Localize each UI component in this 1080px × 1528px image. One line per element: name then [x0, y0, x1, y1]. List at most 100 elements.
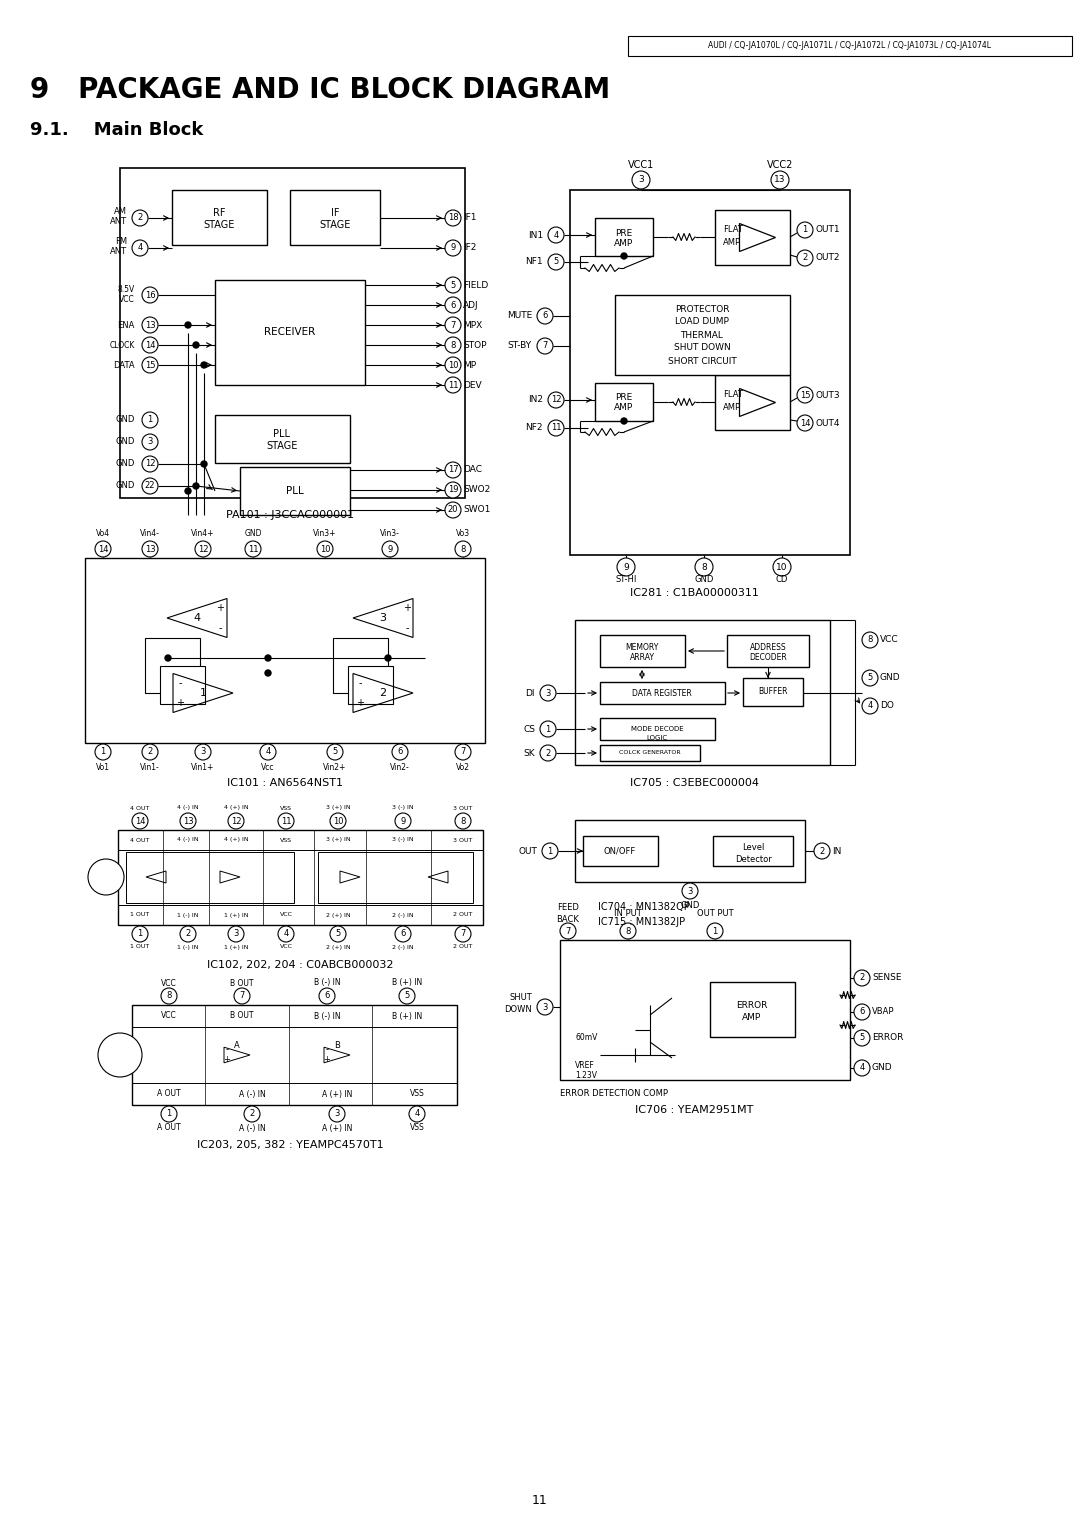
Text: IC281 : C1BA00000311: IC281 : C1BA00000311 — [630, 588, 758, 597]
Text: SWO1: SWO1 — [463, 506, 490, 515]
Circle shape — [201, 362, 207, 368]
Bar — [595, 384, 653, 422]
Circle shape — [228, 813, 244, 830]
Text: IC101 : AN6564NST1: IC101 : AN6564NST1 — [227, 778, 343, 788]
Text: Detector: Detector — [734, 854, 771, 863]
Text: 10: 10 — [448, 361, 458, 370]
Text: VREF: VREF — [575, 1060, 595, 1070]
Text: IF2: IF2 — [463, 243, 476, 252]
Text: 8: 8 — [166, 992, 172, 1001]
Circle shape — [193, 483, 199, 489]
Circle shape — [445, 503, 461, 518]
Text: 8: 8 — [625, 926, 631, 935]
Text: IC704 : MN1382QP: IC704 : MN1382QP — [598, 902, 690, 912]
Text: DAC: DAC — [463, 466, 482, 475]
Text: 4: 4 — [860, 1063, 865, 1073]
Bar — [583, 836, 658, 866]
Text: 6: 6 — [450, 301, 456, 310]
Circle shape — [141, 744, 158, 759]
Text: 1: 1 — [100, 747, 106, 756]
Text: Vin3+: Vin3+ — [313, 530, 337, 538]
Circle shape — [537, 338, 553, 354]
Circle shape — [141, 358, 158, 373]
Circle shape — [193, 342, 199, 348]
Text: 3: 3 — [545, 689, 551, 697]
Circle shape — [854, 970, 870, 986]
Circle shape — [265, 656, 271, 662]
Text: 6: 6 — [542, 312, 548, 321]
Circle shape — [141, 434, 158, 451]
Text: 3: 3 — [542, 1002, 548, 1012]
Text: DATA REGISTER: DATA REGISTER — [632, 689, 692, 697]
Text: 11: 11 — [551, 423, 562, 432]
Text: IC715 : MN1382JP: IC715 : MN1382JP — [598, 917, 685, 927]
Circle shape — [395, 926, 411, 941]
Text: 4: 4 — [867, 701, 873, 711]
Text: GND: GND — [872, 1063, 893, 1073]
Text: 3 (+) IN: 3 (+) IN — [326, 837, 350, 842]
Text: IF: IF — [330, 208, 339, 219]
Circle shape — [797, 251, 813, 266]
Text: 8: 8 — [460, 816, 465, 825]
Bar — [713, 836, 793, 866]
Text: Vo1: Vo1 — [96, 762, 110, 772]
Text: 8: 8 — [460, 544, 465, 553]
Circle shape — [542, 843, 558, 859]
Text: VCC1: VCC1 — [627, 160, 654, 170]
Text: 12: 12 — [198, 544, 208, 553]
Text: 3: 3 — [233, 929, 239, 938]
Text: 4: 4 — [415, 1109, 420, 1118]
Text: 13: 13 — [774, 176, 786, 185]
Text: IN PUT: IN PUT — [615, 909, 642, 918]
Text: SHUT: SHUT — [510, 993, 532, 1002]
Text: MODE DECODE: MODE DECODE — [631, 726, 684, 732]
Text: MP: MP — [463, 361, 476, 370]
Text: 2: 2 — [820, 847, 825, 856]
Text: A OUT: A OUT — [158, 1089, 180, 1099]
Circle shape — [195, 744, 211, 759]
Bar — [715, 209, 789, 264]
Text: PA101 : J3CCAC000001: PA101 : J3CCAC000001 — [226, 510, 354, 520]
Text: 3 (+) IN: 3 (+) IN — [326, 805, 350, 810]
Bar — [145, 639, 200, 694]
Circle shape — [445, 316, 461, 333]
Text: 1: 1 — [802, 226, 808, 234]
Circle shape — [548, 420, 564, 435]
Circle shape — [244, 1106, 260, 1122]
Circle shape — [201, 461, 207, 468]
Bar — [318, 853, 473, 903]
Text: 9: 9 — [623, 562, 629, 571]
Circle shape — [260, 744, 276, 759]
Text: ST-HI: ST-HI — [616, 576, 637, 585]
Text: 5: 5 — [336, 929, 340, 938]
Circle shape — [862, 633, 878, 648]
Circle shape — [318, 541, 333, 558]
Text: 3: 3 — [335, 1109, 340, 1118]
Circle shape — [392, 744, 408, 759]
Text: FEED: FEED — [557, 903, 579, 912]
Text: SENSE: SENSE — [872, 973, 902, 983]
Bar — [627, 37, 1072, 57]
Text: 3: 3 — [687, 886, 692, 895]
Circle shape — [382, 541, 399, 558]
Text: 9: 9 — [388, 544, 393, 553]
Circle shape — [445, 240, 461, 257]
Circle shape — [95, 541, 111, 558]
Circle shape — [185, 487, 191, 494]
Circle shape — [445, 296, 461, 313]
Text: FM: FM — [114, 237, 127, 246]
Text: PRE: PRE — [616, 229, 633, 237]
Circle shape — [621, 254, 627, 260]
Text: 1 (+) IN: 1 (+) IN — [224, 944, 248, 949]
Bar — [240, 468, 350, 515]
Circle shape — [278, 926, 294, 941]
Circle shape — [854, 1060, 870, 1076]
Text: 1: 1 — [200, 688, 206, 698]
Text: IC203, 205, 382 : YEAMPC4570T1: IC203, 205, 382 : YEAMPC4570T1 — [197, 1140, 383, 1151]
Circle shape — [245, 541, 261, 558]
Text: 13: 13 — [145, 544, 156, 553]
Text: Vin2-: Vin2- — [390, 762, 410, 772]
Text: STAGE: STAGE — [320, 220, 351, 231]
Text: VCC: VCC — [119, 295, 135, 304]
Text: 1: 1 — [713, 926, 717, 935]
